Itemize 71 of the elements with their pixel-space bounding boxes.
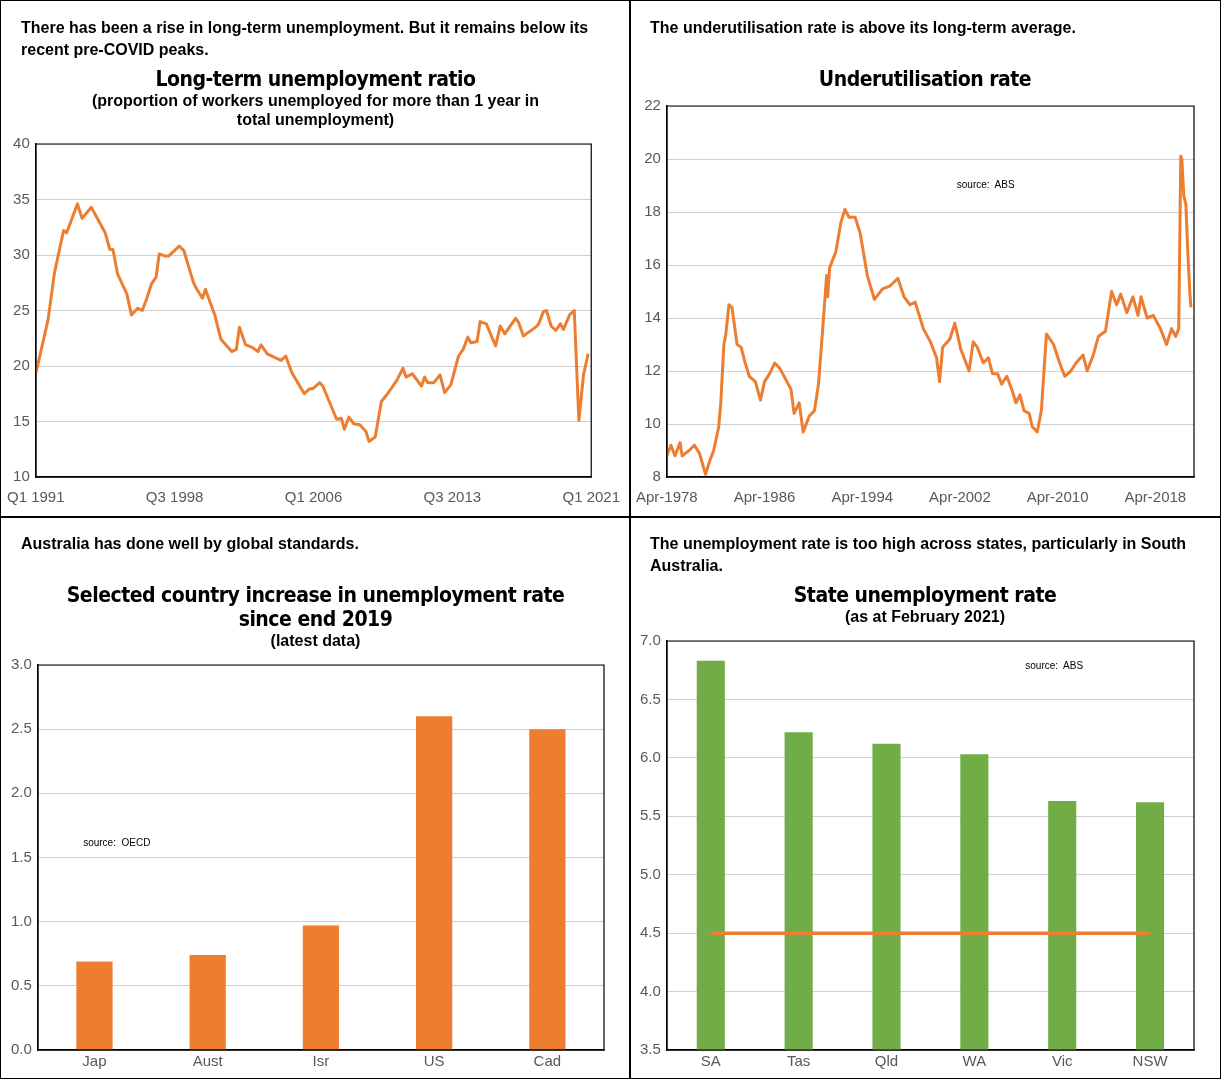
x-tick-label: Cad <box>533 1052 562 1070</box>
chart-subtitle: (as at February 2021) <box>843 607 1007 626</box>
annotation: source: OECD <box>83 837 151 848</box>
x-tick-label: Q1 2006 <box>284 488 343 506</box>
x-tick-label: Isr <box>312 1052 330 1070</box>
y-tick-label: 18 <box>644 202 661 220</box>
y-tick-label: 25 <box>13 300 30 318</box>
y-tick-label: 5.0 <box>639 864 661 882</box>
y-tick-label: 20 <box>13 356 30 374</box>
y-tick-label: 6.0 <box>639 748 661 765</box>
x-tick-label: Jap <box>82 1052 107 1070</box>
y-tick-label: 2.5 <box>10 719 32 737</box>
bar <box>76 961 113 1050</box>
bar <box>416 716 453 1050</box>
y-tick-label: 3.5 <box>639 1040 661 1058</box>
y-tick-label: 20 <box>644 149 661 167</box>
y-tick-label: 8 <box>652 467 661 485</box>
chart-title: Selected country increase in unemployment rate since end 2019 <box>65 583 566 631</box>
x-tick-label: Q1 2021 <box>562 488 620 506</box>
x-tick-label: Q3 2013 <box>423 488 482 506</box>
y-tick-label: 12 <box>644 361 661 379</box>
y-tick-label: 0.5 <box>10 975 32 993</box>
y-tick-label: 30 <box>13 245 30 263</box>
x-tick-label: Q1 1991 <box>7 488 65 506</box>
x-tick-label: Apr-2010 <box>1026 488 1089 506</box>
x-tick-label: Apr-1978 <box>635 488 698 506</box>
y-tick-label: 10 <box>13 467 30 485</box>
y-tick-label: 1.5 <box>10 847 32 865</box>
y-tick-label: 0.0 <box>10 1040 32 1058</box>
x-tick-label: Tas <box>786 1052 811 1070</box>
y-tick-label: 10 <box>644 414 661 432</box>
y-tick-label: 35 <box>13 189 30 207</box>
x-tick-label: NSW <box>1132 1052 1169 1070</box>
text: The underutilisation rate is above its long-term average. <box>649 18 1077 38</box>
bar <box>529 729 566 1050</box>
chart-subtitle: (proportion of workers unemployed for more than 1 year in total unemployment) <box>90 91 541 129</box>
x-tick-label: Apr-2018 <box>1124 488 1187 506</box>
text: The unemployment rate is too high across states, particularly in South Australia. <box>649 534 1188 576</box>
y-tick-label: 4.0 <box>639 981 661 999</box>
annotation: source: ABS <box>956 178 1015 190</box>
x-tick-label: Q3 1998 <box>145 488 204 506</box>
y-tick-label: 14 <box>644 308 661 326</box>
y-tick-label: 2.0 <box>10 783 32 801</box>
text: There has been a rise in long-term unemployment. But it remains below its recent pre-COVID peaks. <box>20 18 590 60</box>
y-tick-label: 6.5 <box>639 689 661 707</box>
chart-title: State unemployment rate <box>792 583 1058 607</box>
x-tick-label: Apr-2002 <box>929 488 991 506</box>
y-tick-label: 5.5 <box>639 806 661 824</box>
y-tick-label: 40 <box>13 134 30 152</box>
x-tick-label: SA <box>700 1052 721 1070</box>
y-tick-label: 16 <box>644 255 661 273</box>
x-tick-label: Apr-1986 <box>733 488 796 506</box>
chart-subtitle: (latest data) <box>269 631 362 650</box>
x-tick-label: Aust <box>192 1052 224 1070</box>
y-tick-label: 1.0 <box>10 911 32 929</box>
x-tick-label: WA <box>962 1052 987 1070</box>
x-tick-label: Vic <box>1051 1052 1073 1070</box>
y-tick-label: 4.5 <box>639 923 661 941</box>
text: Australia has done well by global standards. <box>20 534 360 554</box>
y-tick-label: 15 <box>13 411 30 429</box>
x-tick-label: Apr-1994 <box>831 488 894 506</box>
bar <box>302 925 340 1050</box>
bar <box>189 955 226 1050</box>
annotation: source: ABS <box>1025 660 1084 672</box>
y-tick-label: 7.0 <box>639 631 661 649</box>
x-tick-label: Qld <box>874 1052 899 1070</box>
x-tick-label: US <box>423 1052 445 1070</box>
chart-title: Long-term unemployment ratio <box>154 67 477 91</box>
chart-title: Underutilisation rate <box>817 67 1033 91</box>
y-tick-label: 3.0 <box>10 655 32 673</box>
y-tick-label: 22 <box>644 96 661 114</box>
